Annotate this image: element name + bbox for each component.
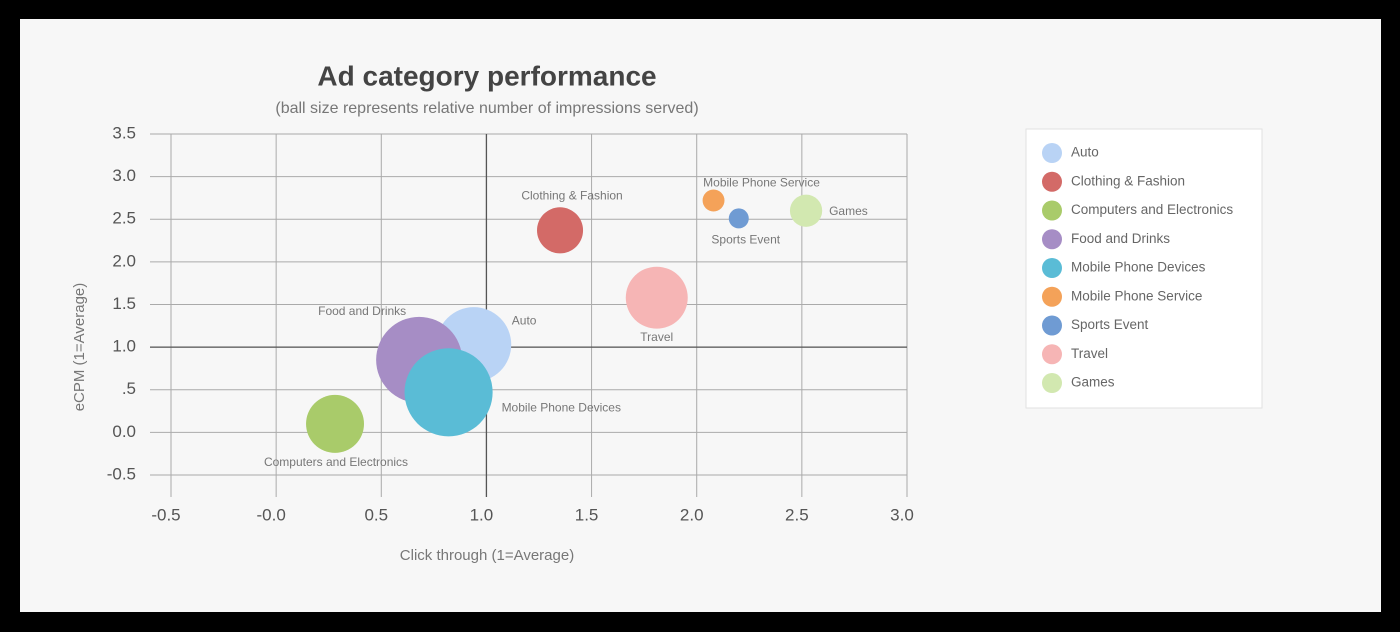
chart-subtitle: (ball size represents relative number of… <box>275 100 698 117</box>
y-tick-label: 1.5 <box>112 294 136 313</box>
legend-swatch <box>1042 143 1062 163</box>
data-label: Clothing & Fashion <box>521 189 622 203</box>
y-tick-label: 3.0 <box>112 166 136 185</box>
legend-label: Travel <box>1071 346 1108 361</box>
legend-swatch <box>1042 373 1062 393</box>
legend-swatch <box>1042 344 1062 365</box>
data-label: Mobile Phone Service <box>703 176 820 190</box>
legend-label: Auto <box>1071 145 1099 160</box>
y-tick-label: 3.5 <box>112 123 136 142</box>
bubble <box>728 208 749 229</box>
y-tick-label: 2.5 <box>112 209 136 228</box>
bubble <box>404 348 493 437</box>
bubble <box>702 189 725 212</box>
data-label: Computers and Electronics <box>264 455 408 469</box>
x-tick-label: 2.5 <box>785 505 809 524</box>
y-axis-label: eCPM (1=Average) <box>71 283 88 412</box>
legend-swatch <box>1042 258 1062 278</box>
x-tick-label: -0.5 <box>151 505 180 524</box>
x-tick-label: -0.0 <box>256 505 285 524</box>
data-label: Auto <box>512 314 537 328</box>
data-label: Travel <box>640 330 673 344</box>
legend-label: Mobile Phone Devices <box>1071 260 1206 275</box>
x-tick-label: 1.0 <box>470 505 494 524</box>
legend-label: Computers and Electronics <box>1071 202 1233 217</box>
legend-swatch <box>1042 171 1062 192</box>
legend-swatch <box>1042 229 1062 250</box>
data-label: Sports Event <box>711 233 780 247</box>
y-tick-label: 2.0 <box>112 251 136 270</box>
data-label: Food and Drinks <box>318 304 406 318</box>
legend-label: Games <box>1071 375 1115 390</box>
bubble <box>306 394 365 453</box>
legend-label: Clothing & Fashion <box>1071 173 1185 188</box>
y-tick-label: 0.0 <box>112 422 136 441</box>
y-tick-label: .5 <box>122 379 136 398</box>
legend-label: Sports Event <box>1071 317 1149 332</box>
legend-swatch <box>1042 286 1062 307</box>
chart-title: Ad category performance <box>317 60 656 91</box>
y-tick-label: 1.0 <box>112 337 136 356</box>
x-axis-label: Click through (1=Average) <box>400 547 574 564</box>
legend-swatch <box>1042 200 1062 221</box>
legend-label: Food and Drinks <box>1071 231 1170 246</box>
legend-label: Mobile Phone Service <box>1071 288 1202 303</box>
x-tick-label: 2.0 <box>680 505 704 524</box>
bubble <box>537 207 584 254</box>
data-label: Games <box>829 204 868 218</box>
x-tick-label: 1.5 <box>575 505 599 524</box>
x-tick-label: 3.0 <box>890 505 914 524</box>
bubble <box>789 194 823 227</box>
y-tick-label: -0.5 <box>107 464 136 483</box>
legend-box <box>1025 128 1263 409</box>
data-label: Mobile Phone Devices <box>502 400 621 414</box>
bubble <box>625 266 688 329</box>
x-tick-label: 0.5 <box>364 505 388 524</box>
legend-swatch <box>1042 315 1062 336</box>
